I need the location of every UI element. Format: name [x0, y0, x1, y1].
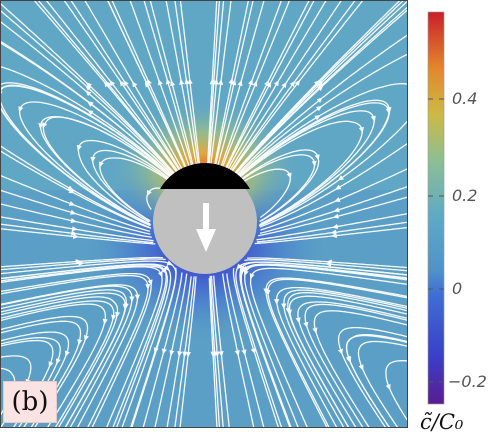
streamline-arrow	[170, 79, 176, 87]
streamline-arrow	[314, 115, 321, 121]
streamline-arrow	[147, 279, 153, 286]
streamline-arrow	[70, 209, 77, 215]
streamline-arrow	[241, 349, 247, 356]
colorbar-tick-label: 0.4	[452, 89, 478, 108]
streamline-arrow	[105, 81, 112, 88]
streamline-arrow	[147, 78, 152, 86]
streamline-arrow	[289, 80, 296, 87]
streamline-arrow	[85, 90, 92, 97]
streamline-arrow	[70, 217, 77, 224]
streamline-arrow	[286, 172, 292, 179]
streamline-arrow	[165, 78, 171, 85]
streamline-arrow	[346, 356, 352, 364]
streamline-arrow	[231, 79, 237, 86]
streamline-arrow	[55, 358, 61, 365]
streamline-arrow	[68, 188, 75, 194]
streamline-arrow	[98, 161, 104, 168]
streamline-arrow	[144, 79, 150, 86]
streamline-arrow	[87, 101, 94, 107]
streamline-arrow	[18, 106, 24, 113]
streamline-arrow	[87, 109, 94, 116]
streamline-arrow	[158, 79, 163, 86]
streamline-arrow	[266, 81, 272, 88]
streamline-arrow	[169, 349, 175, 357]
streamline-arrow	[166, 260, 173, 266]
streamline-arrow	[331, 223, 339, 229]
streamline-arrow	[303, 321, 309, 329]
streamline-arrow	[250, 347, 256, 355]
streamline-arrow	[243, 269, 249, 277]
panel-label: (b)	[3, 381, 57, 423]
streamline-arrow	[237, 79, 243, 87]
streamline-arrow	[161, 267, 167, 274]
streamline-arrow	[249, 273, 255, 280]
streamline-arrow	[333, 207, 340, 213]
streamline-arrow	[334, 197, 341, 202]
streamline-arrow	[228, 77, 234, 85]
colorbar-ticks	[428, 98, 444, 383]
streamline-arrow	[281, 81, 287, 89]
colorbar	[427, 11, 445, 405]
streamline-arrow	[314, 154, 320, 161]
streamline-arrow	[42, 122, 48, 129]
colorbar-tick-label: 0.2	[452, 186, 478, 205]
streamline-arrow	[157, 270, 163, 278]
streamline-arrow	[252, 80, 258, 87]
streamline-arrow	[312, 327, 318, 334]
streamline-arrow	[76, 144, 82, 152]
colorbar-tick-label: −0.2	[448, 372, 487, 391]
streamline-arrow	[315, 105, 323, 112]
streamline-arrow	[273, 79, 279, 87]
streamline-arrow	[161, 348, 167, 355]
streamline-arrow	[236, 263, 243, 270]
streamline-arrow	[358, 364, 364, 371]
streamline-arrow	[234, 349, 240, 357]
streamline-arrow	[132, 80, 138, 88]
streamline-arrow	[370, 115, 376, 122]
streamline-arrow	[123, 80, 129, 87]
streamline-arrow	[109, 80, 116, 87]
streamline-arrow	[64, 350, 70, 357]
streamline-arrow	[337, 175, 345, 181]
particle-cap	[160, 163, 250, 189]
streamline-arrow	[153, 347, 159, 354]
streamline-arrow	[264, 79, 269, 87]
particle	[153, 163, 257, 274]
streamline-arrow	[294, 79, 301, 87]
streamline-arrow	[119, 80, 125, 87]
streamline-arrow	[313, 79, 320, 86]
colorbar-title: c̃/C₀	[420, 410, 464, 434]
down-arrow-icon	[196, 203, 216, 252]
streamline-arrow	[179, 78, 185, 86]
streamline-arrow	[385, 383, 391, 391]
streamline-arrow	[332, 213, 340, 219]
plot-frame	[0, 0, 408, 428]
streamline-arrow	[77, 338, 83, 346]
streamline-arrow	[337, 348, 343, 355]
streamline-arrow	[295, 317, 301, 324]
streamline-arrow	[248, 79, 253, 86]
streamline-arrow	[316, 97, 323, 104]
streamline-arrow	[83, 334, 89, 342]
streamline-arrow	[68, 200, 76, 206]
streamline-arrow	[67, 185, 74, 191]
streamline-arrow	[146, 189, 152, 197]
colorbar-tick-label: 0	[452, 279, 463, 298]
streamline-arrow	[358, 126, 364, 134]
streamline-arrow	[85, 85, 92, 91]
streamline	[0, 82, 174, 227]
streamlines	[0, 0, 408, 428]
streamline-arrow	[48, 361, 54, 368]
streamline-arrow	[334, 184, 342, 190]
